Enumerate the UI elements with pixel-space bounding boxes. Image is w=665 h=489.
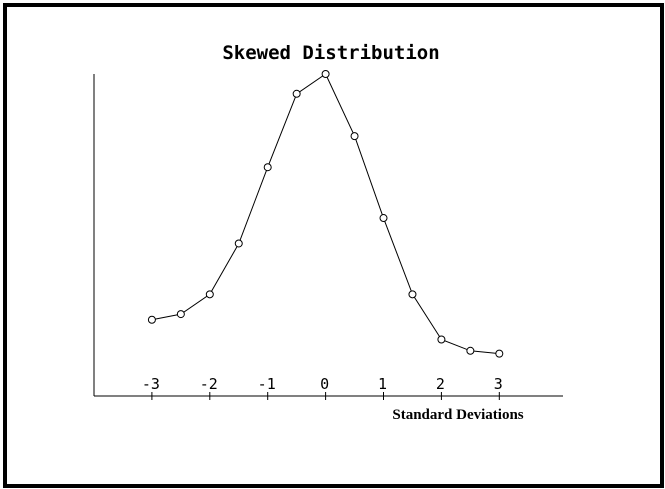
chart-title: Skewed Distribution — [222, 42, 439, 64]
x-axis-label: Standard Deviations — [392, 407, 523, 423]
data-point — [234, 239, 243, 248]
chart-frame — [3, 3, 664, 488]
x-ticks — [151, 392, 500, 400]
data-point — [466, 346, 475, 355]
data-point — [176, 310, 185, 319]
x-tick-label: -2 — [200, 375, 218, 393]
x-tick-label: 3 — [494, 375, 503, 393]
data-point — [147, 315, 156, 324]
data-point — [495, 349, 504, 358]
data-point — [437, 335, 446, 344]
x-tick-label: -3 — [142, 375, 160, 393]
x-tick-label: 2 — [436, 375, 445, 393]
x-tick-label: -1 — [258, 375, 276, 393]
x-tick-label: 0 — [320, 375, 329, 393]
data-point — [263, 163, 272, 172]
series-line — [151, 73, 500, 355]
x-tick-label: 1 — [378, 375, 387, 393]
data-points — [147, 70, 504, 358]
data-point — [350, 132, 359, 141]
data-point — [379, 214, 388, 223]
data-point — [408, 290, 417, 299]
data-point — [321, 70, 330, 78]
x-tick-labels: -3 -2 -1 0 1 2 3 — [142, 375, 503, 393]
data-point — [292, 89, 301, 98]
data-point — [205, 290, 214, 299]
